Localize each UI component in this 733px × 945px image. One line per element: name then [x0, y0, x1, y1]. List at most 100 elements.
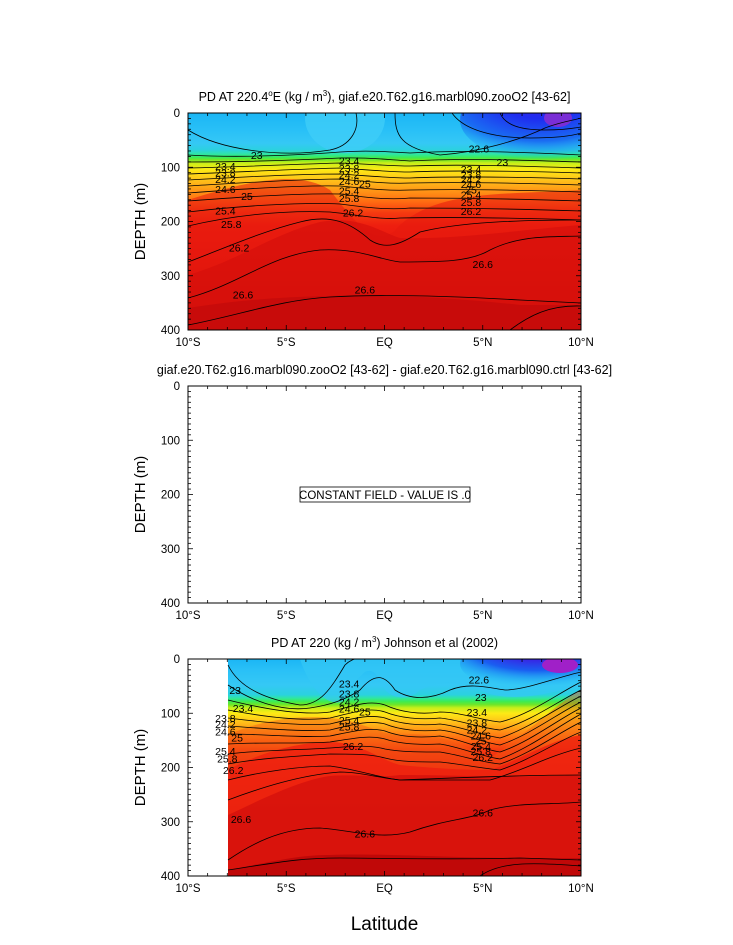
figure-xlabel: Latitude	[351, 914, 419, 935]
y-tick-label: 0	[174, 108, 180, 120]
panel1-ylabel: DEPTH (m)	[132, 183, 149, 261]
contour-label: 26.2	[343, 741, 364, 753]
x-tick-label: 10°S	[175, 337, 200, 349]
x-tick-label: 10°N	[568, 337, 594, 349]
contour-label: 23.4	[467, 707, 488, 719]
y-tick-label: 0	[174, 654, 180, 666]
x-tick-label: 10°N	[568, 883, 594, 895]
panel3-axis-ticks: 10°S 5°S EQ 5°N 10°N 0 100 200 300 400	[161, 654, 594, 895]
y-tick-label: 300	[161, 817, 180, 829]
contour-label: 23.4	[233, 703, 254, 715]
contour-label: 23	[251, 150, 263, 162]
y-tick-label: 400	[161, 871, 180, 883]
x-tick-label: 5°N	[473, 610, 492, 622]
x-tick-label: 10°S	[175, 883, 200, 895]
y-tick-label: 200	[161, 217, 180, 229]
x-tick-label: 10°S	[175, 610, 200, 622]
contour-label: 25.4	[339, 186, 360, 198]
contour-label: 24.6	[339, 703, 360, 715]
x-tick-label: 5°N	[473, 883, 492, 895]
panel-difference: giaf.e20.T62.g16.marbl090.zooO2 [43-62] …	[132, 363, 612, 622]
contour-label: 24.6	[215, 727, 236, 739]
contour-label: 25.4	[461, 189, 482, 201]
contour-label: 26.6	[473, 259, 494, 271]
contour-label: 25	[359, 707, 371, 719]
contour-label: 24.6	[471, 730, 492, 742]
contour-label: 25.8	[339, 721, 360, 733]
contour-label: 23.8	[339, 689, 360, 701]
contour-label: 26.2	[473, 752, 494, 764]
y-tick-label: 300	[161, 544, 180, 556]
contour-label: 24.6	[215, 184, 236, 196]
contour-label: 23.4	[215, 161, 236, 173]
y-tick-label: 100	[161, 708, 180, 720]
panel-model-density: PD AT 220.4oE (kg / m3), giaf.e20.T62.g1…	[132, 89, 594, 349]
y-tick-label: 100	[161, 435, 180, 447]
x-tick-label: EQ	[376, 883, 393, 895]
x-tick-label: 5°S	[277, 337, 296, 349]
x-tick-label: 5°S	[277, 883, 296, 895]
contour-label: 23	[497, 157, 509, 169]
panel1-contour-lines	[188, 113, 581, 330]
panel3-title: PD AT 220 (kg / m3) Johnson et al (2002)	[271, 635, 498, 650]
contour-label: 25	[465, 184, 477, 196]
panel3-contour-field: 2323.423.824.224.62525.425.826.226.626.6…	[188, 659, 581, 876]
y-tick-label: 200	[161, 490, 180, 502]
contour-label: 24.2	[339, 169, 360, 181]
contour-label: 23.8	[215, 168, 236, 180]
contour-label: 25.8	[339, 193, 360, 205]
panel-observed-density: PD AT 220 (kg / m3) Johnson et al (2002)	[132, 635, 594, 895]
contour-label: 22.6	[469, 143, 490, 155]
contour-label: 26.2	[229, 243, 250, 255]
contour-label: 26.6	[473, 808, 494, 820]
contour-label: 26.2	[461, 206, 482, 218]
contour-label: 23.8	[461, 169, 482, 181]
contour-label: 26.6	[355, 284, 376, 296]
contour-label: 25.4	[339, 715, 360, 727]
contour-label: 24.2	[339, 696, 360, 708]
x-tick-label: EQ	[376, 610, 393, 622]
contour-label: 23.4	[461, 164, 482, 176]
contour-label: 24.2	[215, 719, 236, 731]
panel3-contour-lines	[227, 659, 581, 876]
contour-label: 25.4	[215, 206, 236, 218]
panel1-axis-ticks: 10°S 5°S EQ 5°N 10°N 0 100 200 300 400	[161, 108, 594, 349]
contour-label: 26.2	[223, 765, 244, 777]
contour-label: 26.6	[233, 290, 254, 302]
panel3-contour-labels: 2323.423.824.224.62525.425.826.226.626.6…	[215, 675, 493, 841]
x-tick-label: 10°N	[568, 610, 594, 622]
contour-label: 26.6	[231, 814, 252, 826]
x-tick-label: 5°S	[277, 610, 296, 622]
y-tick-label: 300	[161, 271, 180, 283]
contour-label: 23.4	[339, 678, 360, 690]
contour-label: 24.2	[215, 174, 236, 186]
contour-label: 24.2	[461, 174, 482, 186]
contour-label: 24.2	[467, 725, 488, 737]
contour-label: 24.6	[461, 179, 482, 191]
y-tick-label: 400	[161, 325, 180, 337]
svg-text:CONSTANT FIELD - VALUE IS .0: CONSTANT FIELD - VALUE IS .0	[299, 490, 471, 502]
contour-label: 25.8	[461, 197, 482, 209]
constant-field-annotation: CONSTANT FIELD - VALUE IS .0	[299, 486, 471, 503]
panel2-axis-ticks: 10°S 5°S EQ 5°N 10°N 0 100 200 300 400	[161, 381, 594, 622]
y-tick-label: 100	[161, 162, 180, 174]
contour-label: 26.6	[355, 829, 376, 841]
x-tick-label: EQ	[376, 337, 393, 349]
contour-label: 25	[475, 735, 487, 747]
contour-label: 25.8	[221, 219, 242, 231]
contour-label: 22.6	[469, 675, 490, 687]
panel1-title: PD AT 220.4oE (kg / m3), giaf.e20.T62.g1…	[199, 89, 571, 104]
y-tick-label: 0	[174, 381, 180, 393]
panel2-ylabel: DEPTH (m)	[132, 456, 149, 534]
contour-label: 23.8	[467, 717, 488, 729]
contour-label: 25.4	[215, 746, 236, 758]
y-tick-label: 200	[161, 763, 180, 775]
panel3-ylabel: DEPTH (m)	[132, 729, 149, 807]
contour-label: 25	[241, 191, 253, 203]
contour-label: 23	[475, 692, 487, 704]
contour-label: 25.4	[471, 741, 492, 753]
contour-label: 23	[229, 685, 241, 697]
